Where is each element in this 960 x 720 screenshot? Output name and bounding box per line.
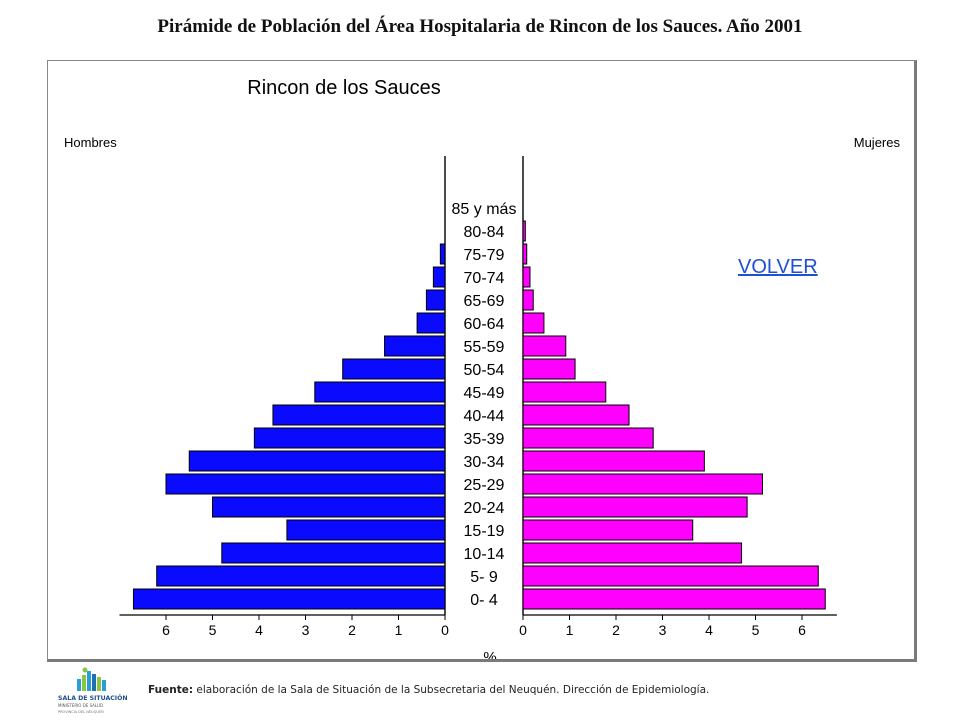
population-pyramid-chart: Rincon de los Sauces Hombres Mujeres 85 y m… — [47, 60, 917, 662]
footer-note: Fuente: elaboración de la Sala de Situac… — [148, 684, 709, 696]
bar-mujeres-4 — [522, 289, 534, 311]
logo-line3: PROVINCIA DEL NEUQUÉN — [58, 709, 104, 714]
left-tick-label: 2 — [348, 622, 356, 638]
bar-mujeres-6 — [522, 335, 567, 357]
category-label: 60-64 — [464, 316, 505, 333]
category-label: 70-74 — [464, 270, 505, 287]
bar-hombres-15 — [221, 542, 446, 564]
bar-hombres-12 — [165, 473, 446, 495]
bar-hombres-13 — [212, 496, 446, 518]
right-tick-label: 1 — [566, 622, 574, 638]
bar-hombres-8 — [314, 381, 446, 403]
chart-title: Rincon de los Sauces — [247, 77, 440, 99]
logo-mark-icon — [77, 667, 106, 691]
left-tick-label: 1 — [395, 622, 403, 638]
bar-hombres-17 — [132, 588, 446, 610]
category-label: 85 y más — [452, 201, 517, 218]
category-label: 80-84 — [464, 224, 505, 241]
bar-hombres-9 — [272, 404, 446, 426]
bar-mujeres-9 — [522, 404, 630, 426]
left-tick-label: 4 — [255, 622, 263, 638]
category-label: 15-19 — [464, 523, 505, 540]
left-tick-label: 5 — [209, 622, 217, 638]
chart-svg: Rincon de los Sauces Hombres Mujeres 85 y m… — [64, 77, 901, 659]
bar-mujeres-2 — [522, 243, 528, 265]
right-tick-label: 0 — [519, 622, 527, 638]
right-tick-label: 6 — [798, 622, 806, 638]
page-title: Pirámide de Población del Área Hospitala… — [157, 16, 803, 37]
right-label-mujeres: Mujeres — [854, 135, 901, 150]
category-label: 40-44 — [464, 408, 505, 425]
sala-de-situacion-logo: SALA DE SITUACIÓN MINISTERIO DE SALUD PR… — [58, 667, 128, 714]
right-tick-label: 4 — [705, 622, 713, 638]
bar-hombres-16 — [156, 565, 446, 587]
bar-mujeres-13 — [522, 496, 748, 518]
right-tick-label: 2 — [612, 622, 620, 638]
category-label: 20-24 — [464, 500, 505, 517]
bar-mujeres-12 — [522, 473, 763, 495]
bar-mujeres-11 — [522, 450, 705, 472]
x-axis-label: % — [483, 649, 496, 659]
bar-mujeres-5 — [522, 312, 545, 334]
category-label: 25-29 — [464, 477, 505, 494]
category-label: 35-39 — [464, 431, 505, 448]
category-label: 5- 9 — [470, 569, 498, 586]
bar-mujeres-7 — [522, 358, 576, 380]
footer-text: elaboración de la Sala de Situación de l… — [193, 684, 710, 696]
logo-line1: SALA DE SITUACIÓN — [58, 693, 128, 702]
bar-hombres-14 — [286, 519, 446, 541]
category-label: 65-69 — [464, 293, 505, 310]
category-label: 0- 4 — [470, 592, 498, 609]
bar-mujeres-1 — [522, 220, 526, 242]
category-label: 75-79 — [464, 247, 505, 264]
bar-mujeres-17 — [522, 588, 826, 610]
footer-label: Fuente: — [148, 684, 194, 696]
bar-mujeres-10 — [522, 427, 654, 449]
category-label: 45-49 — [464, 385, 505, 402]
volver-link[interactable]: VOLVER — [738, 256, 818, 278]
bar-hombres-4 — [425, 289, 446, 311]
bar-mujeres-14 — [522, 519, 694, 541]
bar-mujeres-3 — [522, 266, 531, 288]
bar-mujeres-15 — [522, 542, 743, 564]
bar-hombres-7 — [342, 358, 446, 380]
category-label: 50-54 — [464, 362, 505, 379]
bar-mujeres-8 — [522, 381, 607, 403]
right-tick-label: 5 — [752, 622, 760, 638]
right-tick-label: 3 — [659, 622, 667, 638]
bar-hombres-10 — [253, 427, 446, 449]
bar-hombres-6 — [384, 335, 446, 357]
left-tick-label: 3 — [302, 622, 310, 638]
logo-line2: MINISTERIO DE SALUD — [58, 703, 103, 708]
bar-hombres-11 — [188, 450, 446, 472]
category-label: 10-14 — [464, 546, 505, 563]
bar-hombres-3 — [432, 266, 446, 288]
category-label: 55-59 — [464, 339, 505, 356]
bar-mujeres-16 — [522, 565, 819, 587]
bar-hombres-5 — [416, 312, 446, 334]
category-label: 30-34 — [464, 454, 505, 471]
bar-hombres-2 — [439, 243, 446, 265]
left-tick-label: 6 — [162, 622, 170, 638]
left-label-hombres: Hombres — [64, 135, 117, 150]
left-tick-label: 0 — [441, 622, 449, 638]
